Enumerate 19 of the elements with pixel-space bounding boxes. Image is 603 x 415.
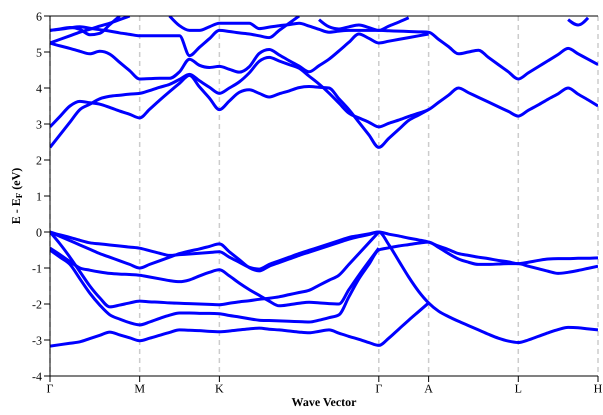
y-tick-label: -1 xyxy=(32,261,42,276)
x-tick-label: H xyxy=(594,382,603,396)
y-tick-label: 6 xyxy=(36,9,42,24)
y-tick-label: 2 xyxy=(36,153,42,168)
y-tick-label: 1 xyxy=(36,189,42,204)
y-tick-label: 4 xyxy=(36,81,42,96)
x-tick-label: Γ xyxy=(46,382,54,396)
x-tick-label: L xyxy=(514,382,522,396)
y-tick-label: -2 xyxy=(32,297,42,312)
x-axis-title: Wave Vector xyxy=(292,395,358,409)
x-tick-label: M xyxy=(134,382,146,396)
y-tick-label: -4 xyxy=(32,369,42,384)
y-tick-label: 5 xyxy=(36,45,42,60)
y-tick-label: -3 xyxy=(32,333,42,348)
x-tick-label: K xyxy=(215,382,224,396)
y-tick-label: 3 xyxy=(36,117,42,132)
y-tick-label: 0 xyxy=(36,225,42,240)
x-tick-label: Γ xyxy=(375,382,382,396)
x-tick-label: A xyxy=(424,382,434,396)
